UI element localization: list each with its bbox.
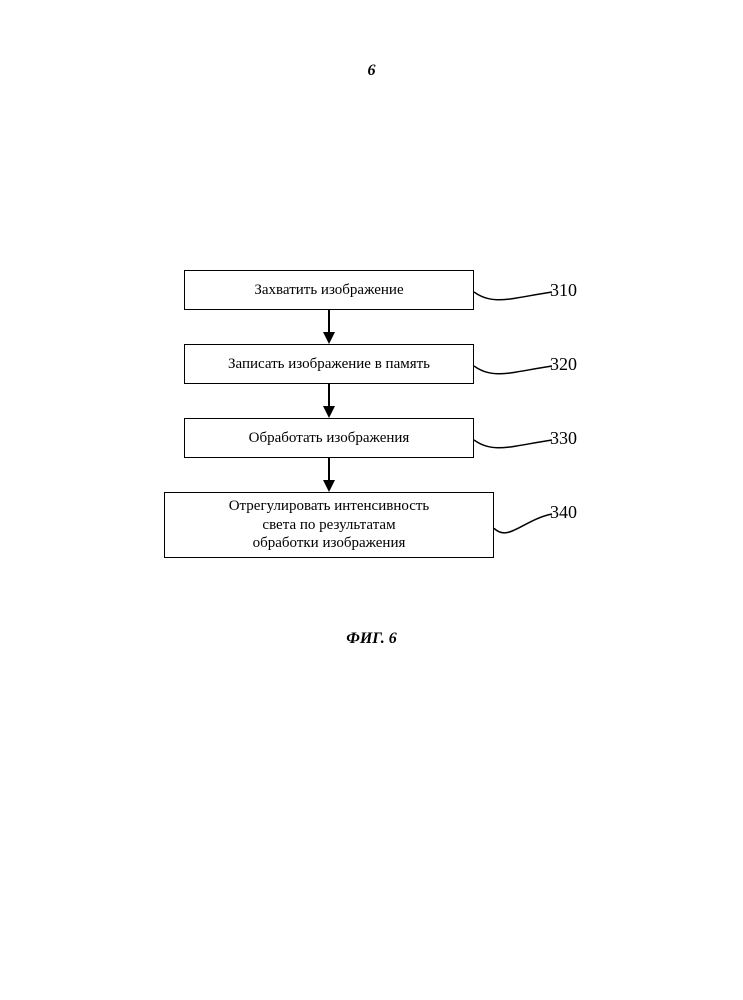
node-ref-connector [474, 428, 558, 458]
node-ref-connector [494, 502, 558, 546]
figure-caption: ФИГ. 6 [0, 630, 743, 648]
node-ref-connector [474, 280, 558, 310]
flowchart-node: Захватить изображение [184, 270, 474, 310]
page-number: 6 [0, 62, 743, 80]
flowchart-node: Отрегулировать интенсивностьсвета по рез… [164, 492, 494, 558]
node-ref-number: 320 [550, 354, 577, 375]
flowchart-node: Записать изображение в память [184, 344, 474, 384]
flowchart-arrow [314, 310, 344, 344]
flowchart-arrow [314, 458, 344, 492]
node-ref-number: 310 [550, 280, 577, 301]
flowchart-node: Обработать изображения [184, 418, 474, 458]
node-ref-connector [474, 354, 558, 384]
page: 6 Захватить изображение 310 Записать изобр… [0, 0, 743, 1000]
node-ref-number: 330 [550, 428, 577, 449]
flowchart-arrow [314, 384, 344, 418]
node-ref-number: 340 [550, 502, 577, 523]
